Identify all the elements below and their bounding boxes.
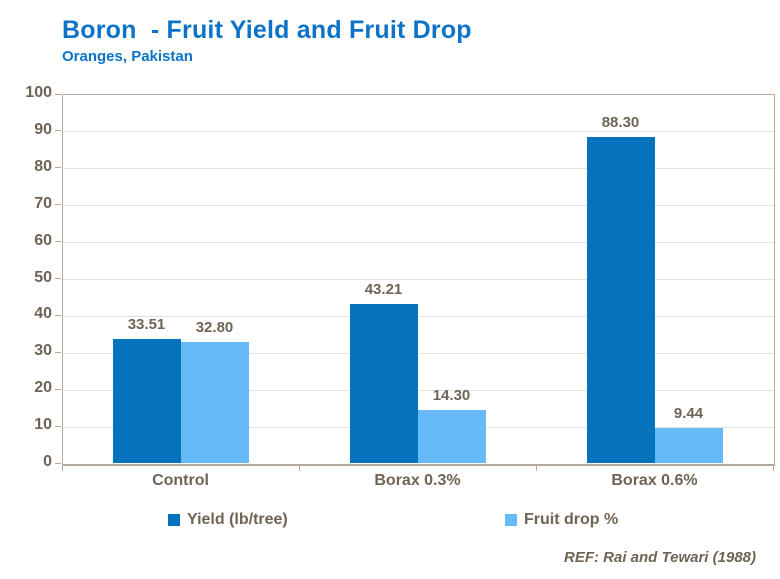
y-axis-tick-20 — [55, 388, 61, 390]
gridline-y-50 — [63, 279, 774, 280]
bar-fruit-drop-2 — [417, 410, 486, 463]
y-axis-tick-70 — [55, 204, 61, 206]
bar-value-label-fruit-drop-2: 14.30 — [432, 387, 471, 404]
bar-value-label-yield-3: 88.30 — [601, 114, 640, 131]
reference-note: REF: Rai and Tewari (1988) — [564, 549, 756, 566]
bar-yield-2 — [349, 304, 418, 463]
fruit-drop-legend-swatch — [505, 514, 517, 526]
y-axis-label-0: 0 — [43, 453, 52, 470]
bar-value-label-yield-2: 43.21 — [364, 281, 403, 298]
bar-fruit-drop-3 — [654, 428, 723, 463]
gridline-y-30 — [63, 352, 774, 354]
gridline-y-20 — [63, 389, 774, 391]
x-category-label-1: Control — [152, 472, 209, 489]
y-axis-label-10: 10 — [34, 416, 52, 434]
y-axis-label-40: 40 — [34, 305, 52, 323]
bar-value-label-fruit-drop-3: 9.44 — [673, 405, 704, 422]
y-axis-tick-50 — [55, 278, 61, 279]
legend-item-yield: Yield (lb/tree) — [168, 511, 288, 529]
chart-subtitle: Oranges, Pakistan — [62, 48, 193, 65]
bar-yield-1 — [112, 339, 181, 463]
gridline-y-40 — [63, 315, 774, 317]
bar-yield-3 — [586, 137, 655, 463]
y-axis-tick-80 — [55, 167, 61, 169]
x-axis-tick-1 — [299, 465, 300, 471]
x-axis-tick-3 — [773, 465, 774, 471]
legend-item-fruit-drop: Fruit drop % — [505, 511, 618, 529]
y-axis-label-100: 100 — [25, 84, 52, 101]
gridline-y-90 — [63, 131, 774, 133]
y-axis-tick-40 — [55, 314, 61, 316]
y-axis-label-70: 70 — [34, 194, 52, 212]
y-axis-label-80: 80 — [34, 157, 52, 175]
yield-legend-label: Yield (lb/tree) — [187, 511, 288, 528]
y-axis-tick-0 — [55, 462, 61, 464]
x-axis-tick-0 — [62, 465, 63, 471]
fruit-drop-legend-label: Fruit drop % — [524, 511, 619, 528]
gridline-y-70 — [63, 205, 774, 207]
y-axis-label-20: 20 — [34, 379, 52, 397]
bar-value-label-yield-1: 33.51 — [127, 316, 166, 333]
x-category-label-3: Borax 0.6% — [611, 472, 698, 489]
y-axis-label-60: 60 — [34, 231, 52, 249]
y-axis-tick-60 — [55, 241, 61, 243]
gridline-y-60 — [63, 242, 774, 244]
gridline-y-80 — [63, 168, 774, 170]
x-axis-tick-2 — [536, 465, 537, 471]
y-axis-tick-100 — [55, 93, 61, 95]
y-axis-tick-30 — [55, 351, 61, 353]
bar-fruit-drop-1 — [180, 342, 249, 463]
y-axis-label-30: 30 — [34, 342, 52, 360]
y-axis-label-90: 90 — [34, 120, 52, 138]
yield-legend-swatch — [168, 514, 180, 526]
y-axis-label-50: 50 — [34, 268, 52, 286]
x-category-label-2: Borax 0.3% — [374, 472, 461, 489]
y-axis-tick-90 — [55, 130, 61, 132]
bar-value-label-fruit-drop-1: 32.80 — [195, 319, 234, 336]
chart-title: Boron - Fruit Yield and Fruit Drop — [62, 16, 472, 44]
y-axis-tick-10 — [55, 425, 61, 427]
